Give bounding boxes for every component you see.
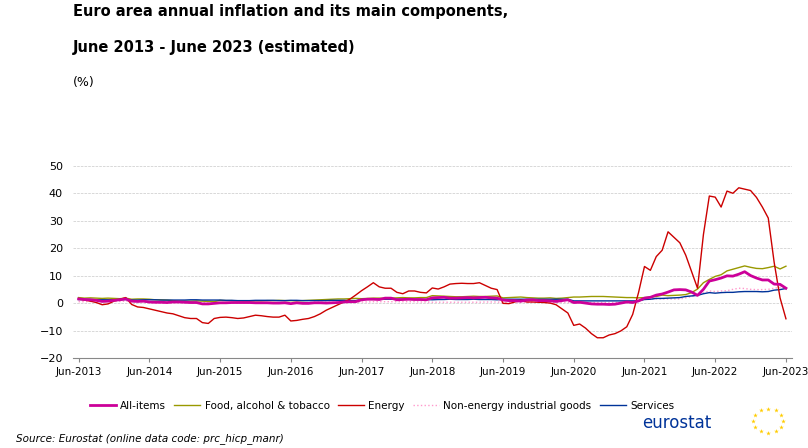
Text: Euro area annual inflation and its main components,: Euro area annual inflation and its main … <box>73 4 508 19</box>
Text: (%): (%) <box>73 76 95 89</box>
Text: Source: Eurostat (online data code: prc_hicp_manr): Source: Eurostat (online data code: prc_… <box>16 433 284 444</box>
Legend: All-items, Food, alcohol & tobacco, Energy, Non-energy industrial goods, Service: All-items, Food, alcohol & tobacco, Ener… <box>86 396 678 415</box>
Text: June 2013 - June 2023 (estimated): June 2013 - June 2023 (estimated) <box>73 40 356 55</box>
Text: eurostat: eurostat <box>642 414 712 432</box>
